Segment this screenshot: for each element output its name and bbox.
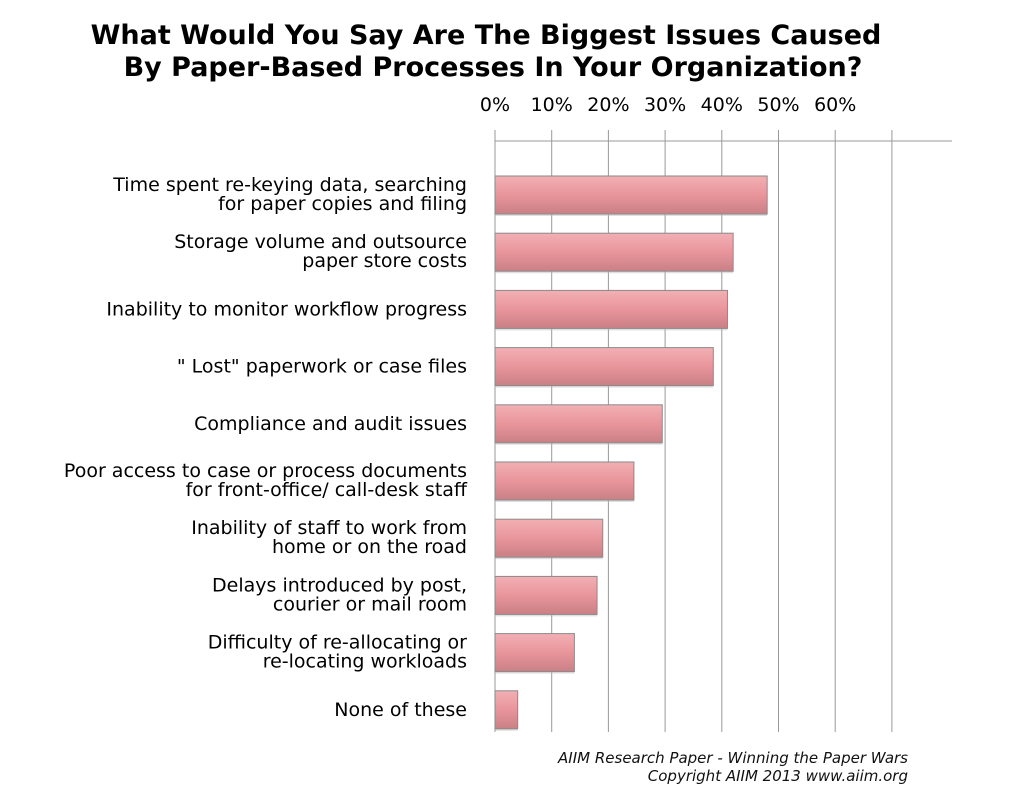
category-label: Storage volume and outsource [174, 231, 467, 253]
category-label: Inability of staff to work from [191, 517, 467, 539]
category-label: for front-office/ call-desk staff [186, 479, 468, 501]
category-label: Difficulty of re-allocating or [208, 632, 467, 654]
bar [494, 633, 575, 673]
category-label: Delays introduced by post, [212, 574, 467, 596]
grid-lines [494, 130, 952, 732]
bar [494, 518, 604, 558]
x-tick-label: 0% [480, 94, 510, 116]
chart-title-line-2: By Paper-Based Processes In Your Organiz… [124, 52, 863, 83]
category-label: Inability to monitor workflow progress [106, 298, 467, 320]
bar [494, 575, 598, 615]
bar [494, 232, 734, 272]
category-labels: Time spent re-keying data, searchingfor … [64, 174, 468, 721]
category-label: home or on the road [272, 536, 467, 558]
x-tick-label: 40% [701, 94, 743, 116]
x-tick-label: 50% [757, 94, 799, 116]
category-label: re-locating workloads [263, 651, 467, 673]
bar [494, 289, 728, 329]
category-label: " Lost" paperwork or case files [177, 356, 467, 378]
x-tick-label: 10% [531, 94, 573, 116]
category-label: for paper copies and filing [218, 193, 467, 215]
bar [494, 461, 635, 501]
category-label: Compliance and audit issues [194, 413, 467, 435]
chart-title-line-1: What Would You Say Are The Biggest Issue… [91, 20, 882, 51]
bar [494, 347, 714, 387]
category-label: Time spent re-keying data, searching [112, 174, 467, 196]
bar [494, 175, 768, 215]
bar [494, 404, 663, 444]
x-tick-label: 60% [814, 94, 856, 116]
source-line-2: Copyright AIIM 2013 www.aiim.org [648, 767, 908, 785]
category-label: courier or mail room [273, 593, 467, 615]
x-axis-tick-labels: 0% 10% 20% 30% 40% 50% 60% [480, 94, 856, 116]
bars [494, 175, 768, 731]
x-tick-label: 20% [587, 94, 629, 116]
category-label: None of these [334, 699, 467, 721]
source-line-1: AIIM Research Paper - Winning the Paper … [557, 749, 908, 767]
category-label: paper store costs [302, 250, 467, 272]
category-label: Poor access to case or process documents [64, 460, 467, 482]
x-tick-label: 30% [644, 94, 686, 116]
bar [494, 690, 519, 730]
